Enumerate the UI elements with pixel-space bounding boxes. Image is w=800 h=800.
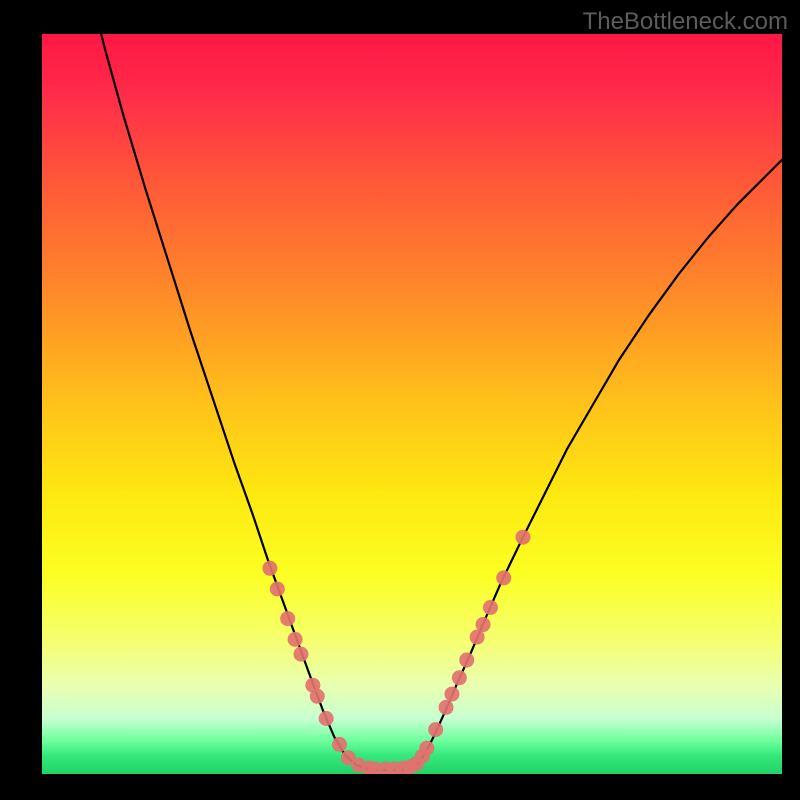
scatter-point (419, 741, 434, 756)
scatter-point (319, 711, 334, 726)
scatter-point (444, 687, 459, 702)
scatter-point (270, 582, 285, 597)
plot-area (42, 34, 782, 774)
scatter-point (439, 700, 454, 715)
scatter-point (310, 689, 325, 704)
scatter-point (262, 561, 277, 576)
scatter-point (459, 653, 474, 668)
chart-svg (42, 34, 782, 774)
scatter-point (496, 570, 511, 585)
scatter-point (280, 611, 295, 626)
watermark-text: TheBottleneck.com (583, 8, 788, 36)
scatter-point (428, 722, 443, 737)
scatter-point (288, 632, 303, 647)
chart-background (42, 34, 782, 774)
scatter-point (476, 617, 491, 632)
scatter-point (332, 737, 347, 752)
scatter-point (452, 670, 467, 685)
scatter-point (294, 647, 309, 662)
chart-container: TheBottleneck.com (0, 0, 800, 800)
scatter-point (516, 530, 531, 545)
scatter-point (483, 600, 498, 615)
